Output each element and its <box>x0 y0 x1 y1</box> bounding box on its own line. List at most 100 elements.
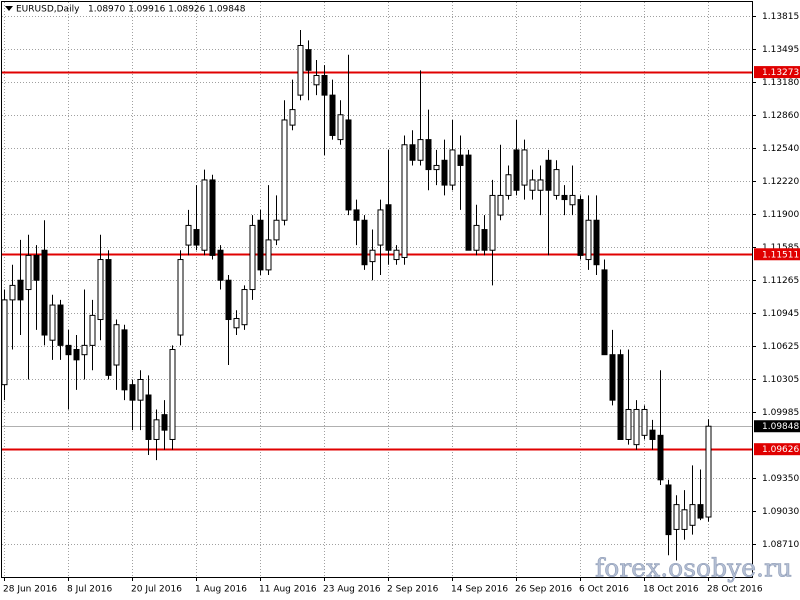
candle-body <box>185 224 192 246</box>
candle-body <box>153 419 160 440</box>
candle-body <box>145 394 152 440</box>
candle-body <box>113 324 120 366</box>
y-tick-label: 1.13495 <box>762 45 799 55</box>
level-tag: 1.09626 <box>762 445 799 455</box>
candle-body <box>577 199 584 256</box>
candle-body <box>337 114 344 141</box>
x-tick-label: 8 Jul 2016 <box>67 585 112 595</box>
candle-body <box>161 414 168 431</box>
level-tag-bg <box>754 248 800 261</box>
y-tick-label: 1.11265 <box>762 276 799 286</box>
candle-body <box>105 259 112 376</box>
menu-icon[interactable] <box>5 6 13 11</box>
y-tick-label: 1.10625 <box>762 342 799 352</box>
candle-body <box>257 219 264 271</box>
price-tag: 1.09848 <box>762 422 799 432</box>
candle-body <box>289 109 296 126</box>
candle-body <box>697 504 704 519</box>
y-tick-label: 1.13815 <box>762 12 799 22</box>
candle-body <box>689 504 696 526</box>
candle-body <box>361 219 368 266</box>
candle-body <box>217 249 224 281</box>
candle-body <box>449 149 456 186</box>
candle-body <box>409 144 416 161</box>
level-tag-bg <box>754 66 800 79</box>
y-tick-label: 1.12860 <box>762 111 799 121</box>
candle-body <box>57 304 64 346</box>
y-tick-label: 1.08710 <box>762 540 799 550</box>
x-tick-label: 18 Oct 2016 <box>643 585 699 595</box>
x-tick-label: 20 Jul 2016 <box>131 585 182 595</box>
candle-body <box>617 354 624 440</box>
candle-body <box>601 269 608 356</box>
candle-body <box>353 209 360 221</box>
candle-body <box>305 49 312 71</box>
candle-body <box>649 429 656 440</box>
candle-body <box>241 289 248 326</box>
candle-body <box>121 329 128 391</box>
candle-body <box>633 408 640 446</box>
candle-body <box>345 119 352 211</box>
candle-body <box>681 509 688 530</box>
level-tag: 1.11511 <box>762 250 799 260</box>
x-tick-label: 28 Jun 2016 <box>3 585 57 595</box>
y-tick-label: 1.12220 <box>762 177 799 187</box>
candle-body <box>73 349 80 361</box>
candle-body <box>609 354 616 401</box>
watermark: forex.osobye.ru <box>595 554 792 583</box>
candle-body <box>193 229 200 246</box>
x-tick-label: 1 Aug 2016 <box>195 585 247 595</box>
candle-body <box>9 284 16 301</box>
ohlc-readout: 1.08970 1.09916 1.08926 1.09848 <box>88 5 246 15</box>
candle-body <box>233 317 240 329</box>
candle-body <box>553 169 560 196</box>
candle-body <box>521 149 528 186</box>
x-tick-label: 26 Sep 2016 <box>515 585 572 595</box>
price-tag-bg <box>754 420 800 433</box>
candle-body <box>673 504 680 530</box>
candle-body <box>81 344 88 356</box>
candle-body <box>505 174 512 196</box>
candle-body <box>537 179 544 191</box>
candle-body <box>545 159 552 191</box>
candle-body <box>481 229 488 251</box>
candle-body <box>225 279 232 321</box>
x-tick-label: 2 Sep 2016 <box>387 585 439 595</box>
level-tag: 1.13273 <box>762 68 799 78</box>
candle-body <box>529 179 536 191</box>
y-tick-label: 1.09350 <box>762 474 799 484</box>
candle-body <box>265 239 272 271</box>
candle-body <box>25 254 32 291</box>
candle-body <box>137 378 144 401</box>
candle-body <box>281 119 288 221</box>
x-tick-label: 28 Oct 2016 <box>707 585 763 595</box>
candle-body <box>513 149 520 191</box>
candle-body <box>393 249 400 261</box>
x-tick-label: 6 Oct 2016 <box>579 585 629 595</box>
y-tick-label: 1.11900 <box>762 210 799 220</box>
candle-body <box>561 194 568 201</box>
x-tick-label: 14 Sep 2016 <box>451 585 508 595</box>
candle-body <box>625 408 632 440</box>
plot-frame <box>1 1 753 578</box>
candle-body <box>249 224 256 291</box>
candle-body <box>665 484 672 536</box>
y-tick-label: 1.12540 <box>762 144 799 154</box>
candle-body <box>705 425 712 518</box>
candle-body <box>209 179 216 256</box>
candle-body <box>473 224 480 251</box>
y-tick-label: 1.09030 <box>762 507 799 517</box>
candle-body <box>441 159 448 186</box>
candle-body <box>433 164 440 171</box>
candle-body <box>129 384 136 401</box>
candle-body <box>369 249 376 263</box>
candle-body <box>329 94 336 136</box>
candle-body <box>89 314 96 346</box>
candle-body <box>201 179 208 251</box>
candle-body <box>457 154 464 166</box>
candle-body <box>425 139 432 171</box>
level-tag-bg <box>754 443 800 456</box>
y-tick-label: 1.10945 <box>762 309 799 319</box>
